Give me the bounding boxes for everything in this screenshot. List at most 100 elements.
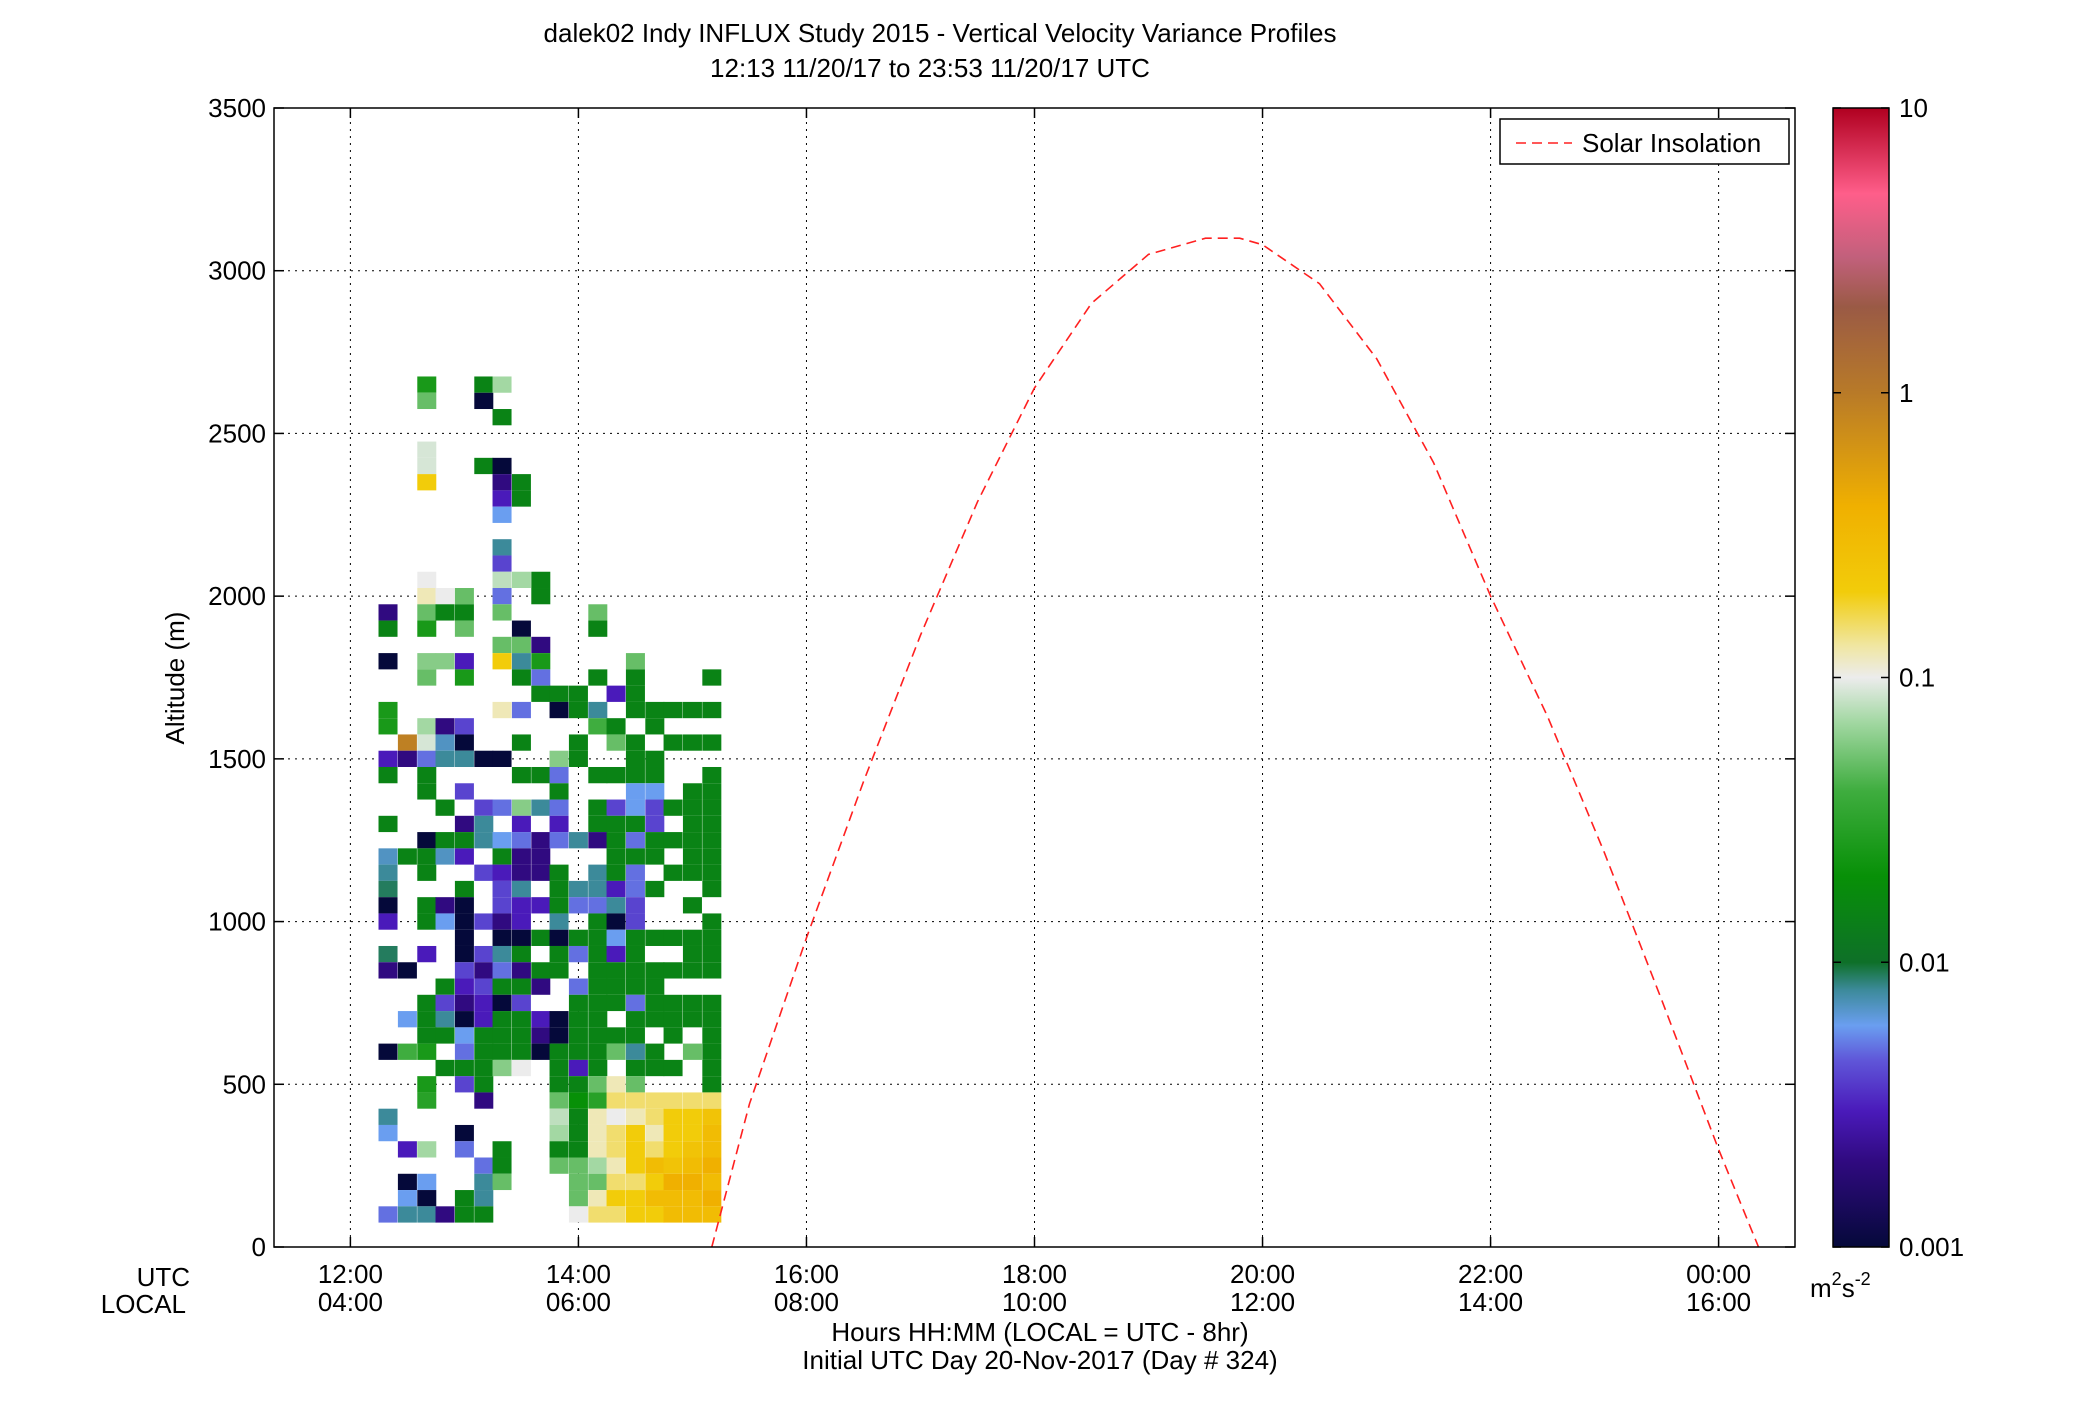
heatmap-cell (568, 1076, 588, 1093)
heatmap-cell (625, 1059, 645, 1077)
heatmap-cell (702, 864, 722, 881)
heatmap-cell (606, 1157, 626, 1174)
x-tick-label-local: 12:00 (1230, 1287, 1295, 1317)
heatmap-cell (682, 945, 702, 963)
heatmap-cell (474, 945, 494, 963)
heatmap-cell (474, 815, 494, 833)
heatmap-cell (588, 1092, 608, 1109)
heatmap-cell (588, 1141, 608, 1158)
heatmap-cell (454, 1076, 474, 1093)
heatmap-cell (474, 1092, 494, 1109)
x-tick-label-utc: 22:00 (1458, 1259, 1523, 1289)
y-axis-label: Altitude (m) (160, 612, 190, 745)
heatmap-cell (397, 1206, 417, 1223)
y-tick-label: 3000 (208, 256, 266, 286)
heatmap-cell (702, 848, 722, 865)
heatmap-cell (378, 1108, 398, 1125)
heatmap-cell (511, 815, 531, 833)
heatmap-cell (663, 701, 683, 719)
heatmap-cell (397, 1173, 417, 1191)
heatmap-cell (492, 848, 512, 865)
heatmap-cell (568, 1124, 588, 1142)
heatmap-cell (702, 913, 722, 930)
x-tick-label-local: 06:00 (546, 1287, 611, 1317)
heatmap-cell (492, 701, 512, 719)
heatmap-cell (588, 1043, 608, 1060)
heatmap-cell (549, 815, 569, 833)
y-tick-label: 1500 (208, 744, 266, 774)
heatmap-cell (588, 1027, 608, 1044)
heatmap-cell (663, 1173, 683, 1191)
heatmap-cell (568, 1190, 588, 1207)
heatmap-cell (454, 1011, 474, 1028)
heatmap-cell (702, 1173, 722, 1191)
heatmap-cell (492, 962, 512, 979)
heatmap-cell (645, 1011, 665, 1028)
heatmap-cell (645, 1141, 665, 1158)
chart-subtitle: 12:13 11/20/17 to 23:53 11/20/17 UTC (710, 53, 1150, 83)
heatmap-cell (492, 506, 512, 523)
heatmap-cell (454, 620, 474, 637)
heatmap-cell (588, 1059, 608, 1077)
x-row-label-local: LOCAL (101, 1289, 186, 1319)
heatmap-cell (397, 1190, 417, 1207)
heatmap-cell (645, 1108, 665, 1125)
heatmap-cell (568, 1043, 588, 1060)
heatmap-cell (625, 1043, 645, 1060)
x-tick-label-utc: 16:00 (774, 1259, 839, 1289)
heatmap-cell (549, 1043, 569, 1060)
heatmap-cell (682, 1190, 702, 1207)
heatmap-cell (511, 799, 531, 816)
heatmap-cell (474, 864, 494, 881)
heatmap-cell (606, 815, 626, 833)
heatmap-cell (397, 962, 417, 979)
heatmap-cell (417, 1027, 437, 1044)
heatmap-cell (625, 766, 645, 784)
heatmap-cell (645, 1190, 665, 1207)
heatmap-cell (417, 864, 437, 881)
heatmap-cell (663, 832, 683, 849)
heatmap-cell (625, 1141, 645, 1158)
heatmap-cell (682, 1043, 702, 1060)
heatmap-cell (588, 1190, 608, 1207)
heatmap-cell (549, 750, 569, 767)
heatmap-cell (492, 994, 512, 1012)
heatmap-cell (492, 555, 512, 572)
heatmap-cell (474, 1157, 494, 1174)
heatmap-cell (454, 1027, 474, 1044)
heatmap-cell (531, 832, 551, 849)
heatmap-cell (645, 1124, 665, 1142)
heatmap-cell (549, 1076, 569, 1093)
chart-title: dalek02 Indy INFLUX Study 2015 - Vertica… (544, 18, 1337, 48)
heatmap-cell (702, 832, 722, 849)
heatmap-cell (511, 929, 531, 946)
heatmap-cell (625, 701, 645, 719)
heatmap-cell (588, 1157, 608, 1174)
heatmap-cell (454, 718, 474, 735)
heatmap-cell (417, 571, 437, 589)
heatmap-cell (625, 880, 645, 898)
heatmap-cell (702, 815, 722, 833)
heatmap-cell (625, 864, 645, 881)
heatmap-cell (568, 832, 588, 849)
heatmap-cell (625, 1124, 645, 1142)
heatmap-cell (588, 832, 608, 849)
heatmap-cell (568, 1059, 588, 1077)
heatmap-cell (511, 620, 531, 637)
colorbar-unit-sup2: -2 (1855, 1269, 1871, 1289)
heatmap-cell (417, 392, 437, 410)
heatmap-cell (702, 945, 722, 963)
heatmap-cell (645, 994, 665, 1012)
heatmap-cell (682, 734, 702, 751)
heatmap-cell (511, 701, 531, 719)
heatmap-cell (606, 897, 626, 914)
heatmap-cell (606, 880, 626, 898)
heatmap-cell (417, 1206, 437, 1223)
heatmap-cell (511, 945, 531, 963)
heatmap-cell (417, 1011, 437, 1028)
heatmap-cell (397, 1011, 417, 1028)
y-tick-label: 2000 (208, 581, 266, 611)
heatmap-cell (645, 832, 665, 849)
heatmap-cell (682, 848, 702, 865)
